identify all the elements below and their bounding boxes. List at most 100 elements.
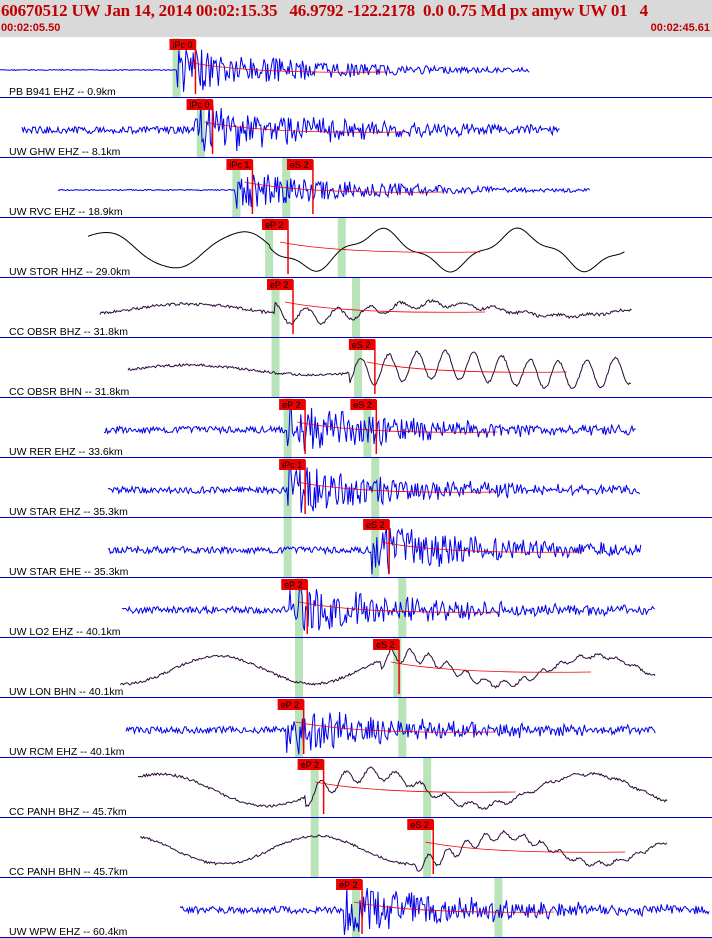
pick-window xyxy=(271,338,280,397)
waveform xyxy=(0,48,530,92)
phase-pick[interactable]: eS 2 xyxy=(286,159,314,214)
waveform xyxy=(137,766,668,811)
station-label: CC PANH BHZ -- 45.7km xyxy=(9,806,127,818)
pick-flag xyxy=(363,519,390,530)
station-label: UW STAR EHZ -- 35.3km xyxy=(9,506,128,518)
station-label: UW LO2 EHZ -- 40.1km xyxy=(9,626,121,638)
pick-label: eP 2 xyxy=(339,880,357,890)
window-start-time: 00:02:05.50 xyxy=(1,22,61,34)
pick-window xyxy=(283,398,292,457)
pick-window xyxy=(232,158,241,217)
pick-label: eS 2 xyxy=(410,820,429,830)
trace-row: eP 2 UW WPW EHZ -- 60.4km xyxy=(0,878,712,938)
pick-window xyxy=(196,98,205,157)
pick-window xyxy=(423,758,432,817)
pick-window xyxy=(393,638,402,697)
pick-flag xyxy=(407,819,434,830)
station-label: CC OBSR BHZ -- 31.8km xyxy=(9,326,128,338)
pick-label: eS 2 xyxy=(352,340,371,350)
pick-window xyxy=(310,758,319,817)
pick-label: eP 2 xyxy=(284,580,302,590)
station-label: UW RVC EHZ -- 18.9km xyxy=(9,206,123,218)
pick-label: eP 2 xyxy=(265,220,283,230)
phase-pick[interactable]: eP 2 xyxy=(279,399,306,454)
trace-row: eS 2 CC PANH BHN -- 45.7km xyxy=(0,818,712,878)
pick-window xyxy=(494,878,503,937)
waveform xyxy=(139,829,668,872)
coda-fit xyxy=(353,901,555,913)
trace-row: iPc 1 UW STAR EHZ -- 35.3km xyxy=(0,458,712,518)
phase-pick[interactable]: eP 2 xyxy=(281,579,308,634)
pick-flag xyxy=(279,459,306,470)
coda-fit xyxy=(381,541,582,553)
pick-label: eP 2 xyxy=(301,760,319,770)
trace-row: eS 2 UW LON BHN -- 40.1km xyxy=(0,638,712,698)
phase-pick[interactable]: eP 2 xyxy=(267,279,294,334)
pick-flag xyxy=(169,39,196,50)
coda-fit xyxy=(425,841,626,853)
pick-window xyxy=(172,38,181,97)
pick-window xyxy=(363,398,372,457)
trace-row: eS 2 CC OBSR BHN -- 31.8km xyxy=(0,338,712,398)
station-label: UW RER EHZ -- 33.6km xyxy=(9,446,123,458)
pick-label: iPc 0 xyxy=(172,40,192,50)
pick-window xyxy=(423,818,432,877)
pick-flag xyxy=(348,339,375,350)
event-title: 60670512 UW Jan 14, 2014 00:02:15.35 46.… xyxy=(1,1,648,20)
coda-fit xyxy=(297,481,498,493)
pick-flag xyxy=(281,579,308,590)
station-label: UW RCM EHZ -- 40.1km xyxy=(9,746,125,758)
trace-row: eP 2 CC PANH BHZ -- 45.7km xyxy=(0,758,712,818)
seismogram-panel: iPc 0 PB B941 EHZ -- 0.9km iPc 0 UW GHW EHZ… xyxy=(0,38,712,938)
pick-window xyxy=(352,878,360,937)
phase-pick[interactable]: eS 2 xyxy=(348,339,376,394)
pick-flag xyxy=(277,699,304,710)
pick-flag xyxy=(267,279,293,290)
window-end-time: 00:02:45.61 xyxy=(650,22,710,34)
phase-pick[interactable]: eP 2 xyxy=(277,699,305,754)
pick-window xyxy=(271,278,280,337)
station-label: CC OBSR BHN -- 31.8km xyxy=(9,386,129,398)
trace-row: eP 2 UW LO2 EHZ -- 40.1km xyxy=(0,578,712,638)
waveform xyxy=(57,174,590,209)
waveform xyxy=(107,527,642,575)
coda-fit xyxy=(297,421,498,433)
pick-label: eS 2 xyxy=(353,400,372,410)
pick-flag xyxy=(226,159,253,170)
trace-row: eS 2 UW STAR EHE -- 35.3km xyxy=(0,518,712,578)
station-label: UW STAR EHE -- 35.3km xyxy=(9,566,129,578)
phase-pick[interactable]: iPc 0 xyxy=(169,39,197,94)
waveform xyxy=(87,227,625,273)
pick-label: iPc 1 xyxy=(282,460,302,470)
phase-pick[interactable]: eS 2 xyxy=(350,399,378,454)
pick-window xyxy=(283,458,292,517)
phase-pick[interactable]: eP 2 xyxy=(297,759,325,814)
pick-label: eP 2 xyxy=(281,700,299,710)
pick-flag xyxy=(373,639,400,650)
waveform xyxy=(119,648,656,689)
phase-pick[interactable]: eS 2 xyxy=(373,639,400,694)
waveform xyxy=(103,405,636,451)
phase-pick[interactable]: iPc 1 xyxy=(226,159,254,214)
waveform xyxy=(121,584,656,631)
coda-fit xyxy=(279,241,481,253)
pick-window xyxy=(295,578,304,637)
pick-flag xyxy=(336,879,363,890)
pick-window xyxy=(371,518,380,577)
station-label: UW GHW EHZ -- 8.1km xyxy=(9,146,121,158)
phase-pick[interactable]: eP 2 xyxy=(262,219,289,274)
phase-pick[interactable]: eS 2 xyxy=(363,519,390,574)
trace-row: eP 2 UW STOR HHZ -- 29.0km xyxy=(0,218,712,278)
phase-pick[interactable]: eP 2 xyxy=(336,879,363,934)
phase-pick[interactable]: eS 2 xyxy=(407,819,435,874)
pick-label: eS 2 xyxy=(366,520,385,530)
event-header: 60670512 UW Jan 14, 2014 00:02:15.35 46.… xyxy=(0,0,712,37)
pick-flag xyxy=(297,759,324,770)
coda-fit xyxy=(315,781,516,793)
phase-pick[interactable]: iPc 0 xyxy=(186,99,214,154)
pick-window xyxy=(295,698,304,757)
coda-fit xyxy=(295,721,496,733)
pick-window xyxy=(265,218,274,277)
phase-pick[interactable]: iPc 1 xyxy=(279,459,306,514)
pick-label: eP 2 xyxy=(282,400,300,410)
